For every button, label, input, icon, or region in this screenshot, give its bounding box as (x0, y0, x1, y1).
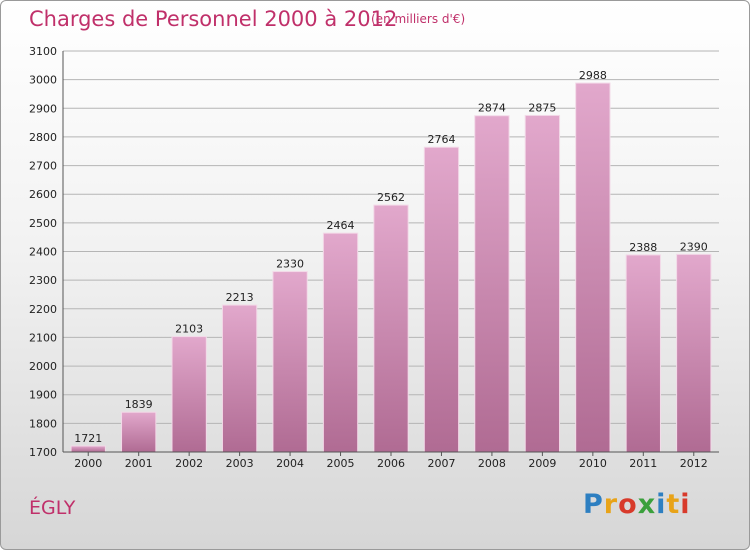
logo-letter: r (603, 489, 619, 520)
y-tick-label: 2200 (29, 303, 57, 316)
y-axis-ticks: 1700 1800 1900 2000 2100 2200 2300 2400 2500 2600… (29, 45, 57, 459)
y-tick-label: 2700 (29, 160, 57, 173)
bar-2012 (676, 253, 712, 453)
bar-2002 (171, 336, 207, 453)
x-tick-label: 2004 (276, 457, 304, 470)
data-label-2002: 2103 (175, 323, 203, 336)
y-tick-label: 2800 (29, 131, 57, 144)
data-labels: 1721 1839 2103 2213 2330 2464 2562 2764 2874 2875… (74, 69, 708, 445)
bar-2010 (575, 82, 611, 453)
bar-2006 (373, 204, 409, 453)
y-tick-label: 2300 (29, 274, 57, 287)
y-tick-label: 2500 (29, 217, 57, 230)
data-label-2011: 2388 (629, 241, 657, 254)
x-tick-label: 2006 (377, 457, 405, 470)
data-label-2003: 2213 (226, 291, 254, 304)
bar-2007 (423, 146, 460, 453)
bar-2011 (625, 254, 661, 453)
bar-2000 (70, 445, 106, 453)
x-tick-label: 2002 (175, 457, 203, 470)
data-label-2007: 2764 (427, 133, 455, 146)
x-tick-label: 2007 (427, 457, 455, 470)
y-tick-label: 2600 (29, 188, 57, 201)
commune-name: ÉGLY (29, 497, 76, 519)
y-tick-label: 3100 (29, 45, 57, 58)
bar-2001 (121, 411, 157, 453)
logo-letter: P (583, 489, 604, 520)
data-label-2012: 2390 (680, 240, 708, 253)
x-tick-label: 2010 (579, 457, 607, 470)
logo-letter: i (680, 489, 691, 520)
logo-letter: i (656, 489, 667, 520)
x-tick-label: 2001 (125, 457, 153, 470)
x-tick-label: 2009 (528, 457, 556, 470)
data-label-2010: 2988 (579, 69, 607, 82)
y-tick-label: 2900 (29, 102, 57, 115)
bar-2009 (524, 114, 561, 453)
y-tick-label: 2400 (29, 246, 57, 259)
x-tick-label: 2003 (226, 457, 254, 470)
bar-2004 (272, 271, 308, 453)
x-axis-ticks: 2000 2001 2002 2003 2004 2005 2006 2007 2008 2009… (74, 452, 708, 470)
data-label-2009: 2875 (528, 101, 556, 114)
y-tick-label: 2000 (29, 360, 57, 373)
logo-letter: t (666, 489, 681, 520)
data-label-2004: 2330 (276, 258, 304, 271)
data-label-2006: 2562 (377, 191, 405, 204)
chart-title: Charges de Personnel 2000 à 2012 (29, 7, 398, 31)
y-tick-label: 1700 (29, 446, 57, 459)
bar-2008 (474, 115, 510, 453)
logo-letter: x (637, 489, 657, 520)
data-label-2005: 2464 (327, 219, 355, 232)
data-label-2000: 1721 (74, 432, 102, 445)
y-tick-label: 3000 (29, 74, 57, 87)
proxiti-logo: Proxiti (583, 489, 691, 520)
x-tick-label: 2012 (680, 457, 708, 470)
data-label-2001: 1839 (125, 398, 153, 411)
y-tick-label: 2100 (29, 331, 57, 344)
bar-2005 (322, 232, 359, 453)
chart-subtitle: (en milliers d'€) (371, 12, 466, 26)
y-tick-label: 1900 (29, 389, 57, 402)
logo-letter: o (618, 489, 638, 520)
axes (62, 51, 719, 453)
bars (70, 82, 712, 453)
x-tick-label: 2000 (74, 457, 102, 470)
x-tick-label: 2005 (327, 457, 355, 470)
data-label-2008: 2874 (478, 102, 506, 115)
x-tick-label: 2008 (478, 457, 506, 470)
y-tick-label: 1800 (29, 417, 57, 430)
x-tick-label: 2011 (629, 457, 657, 470)
bar-2003 (221, 304, 258, 453)
